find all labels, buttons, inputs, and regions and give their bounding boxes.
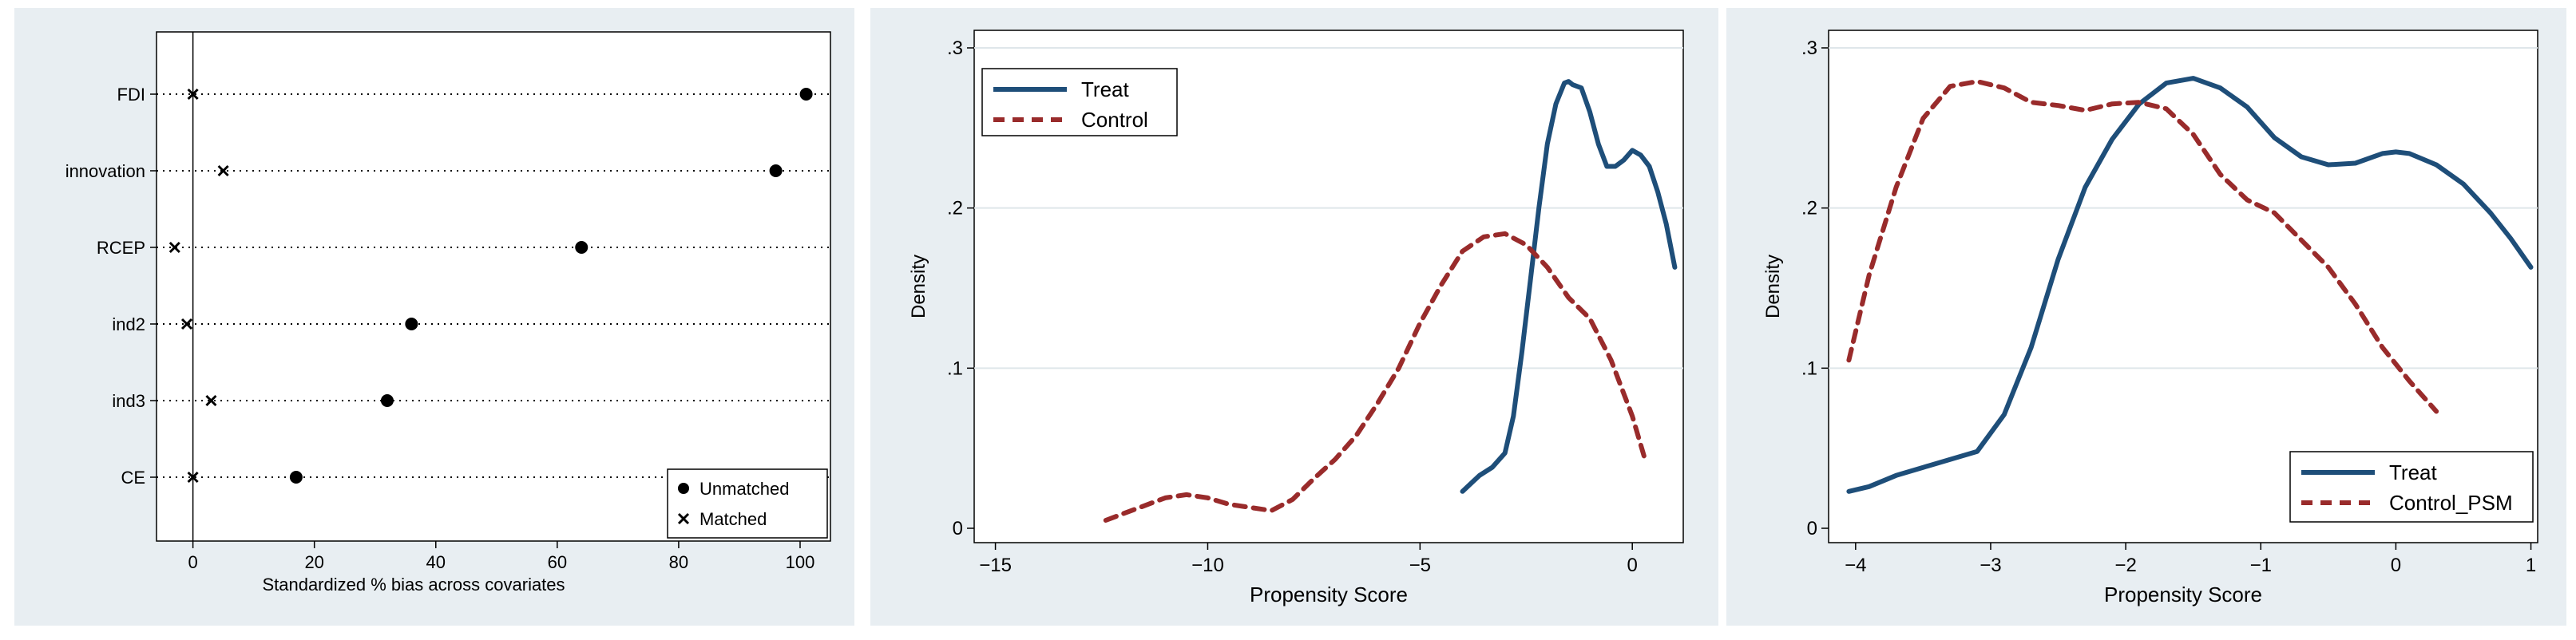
panel-bias-plot: FDI innovation RCEP ind2 ind3 CE 0 20 40 60 80 100 S… — [14, 8, 854, 626]
unmatched-point — [799, 88, 813, 101]
x-axis-label: Propensity Score — [2104, 583, 2262, 606]
legend-label-unmatched: Unmatched — [699, 479, 790, 499]
y-tick-label: .3 — [1801, 38, 1817, 59]
legend-marker-unmatched — [678, 483, 689, 494]
y-tick-label: .2 — [947, 198, 963, 219]
legend-box — [981, 68, 1178, 136]
x-tick-label: −1 — [2250, 555, 2272, 576]
legend-label-control: Control_PSM — [2389, 491, 2513, 515]
x-tick-label: 100 — [786, 552, 815, 572]
y-tick-label: ind2 — [112, 314, 145, 334]
density-before-svg: 0 .1 .2 .3 −15 −10 −5 0 Propensity Score Density T… — [908, 30, 1684, 606]
matched-point — [205, 394, 217, 407]
x-tick-label: 0 — [2391, 555, 2401, 576]
x-tick-label: 0 — [188, 552, 197, 572]
y-tick-label: .2 — [1801, 198, 1817, 219]
y-tick-label: RCEP — [97, 238, 145, 258]
y-tick-label: ind3 — [112, 391, 145, 411]
y-axis-label: Density — [908, 255, 929, 318]
y-tick-label: .3 — [947, 38, 963, 59]
matched-point — [187, 471, 199, 484]
legend-box — [2289, 451, 2534, 523]
control-density-line — [1103, 231, 1648, 523]
control-density-line — [1846, 79, 2439, 414]
panel-density-before: 0 .1 .2 .3 −15 −10 −5 0 Propensity Score Density T… — [870, 8, 1718, 626]
legend-label-control: Control — [1081, 108, 1148, 132]
legend-label-treat: Treat — [2389, 460, 2437, 484]
x-tick-label: 40 — [426, 552, 446, 572]
x-tick-label: 60 — [548, 552, 567, 572]
x-tick-label: 1 — [2526, 555, 2536, 576]
legend-label-treat: Treat — [1081, 77, 1129, 101]
y-tick-label: FDI — [117, 85, 145, 105]
legend-label-matched: Matched — [699, 509, 767, 529]
x-tick-label: 80 — [669, 552, 688, 572]
unmatched-point — [405, 318, 418, 330]
matched-point — [180, 318, 193, 330]
matched-point — [187, 88, 199, 101]
unmatched-point — [575, 241, 589, 254]
x-tick-label: 0 — [1627, 555, 1638, 576]
x-tick-label: −3 — [1980, 555, 2001, 576]
matched-point — [217, 164, 229, 177]
x-axis-label: Standardized % bias across covariates — [262, 575, 565, 595]
y-tick-label: 0 — [1807, 518, 1817, 539]
plot-area — [156, 31, 831, 542]
matched-point — [168, 241, 180, 254]
y-tick-label: .1 — [947, 358, 963, 379]
x-tick-label: 20 — [304, 552, 323, 572]
panel-density-after: 0 .1 .2 .3 −4 −3 −2 −1 0 1 Propensity Score Density… — [1726, 8, 2566, 626]
legend-box — [667, 468, 828, 539]
y-tick-label: 0 — [953, 518, 963, 539]
y-axis-label: Density — [1762, 255, 1784, 318]
unmatched-point — [380, 394, 394, 407]
x-tick-label: −4 — [1845, 555, 1866, 576]
legend-marker-matched — [677, 512, 690, 525]
unmatched-point — [769, 164, 783, 177]
density-after-svg: 0 .1 .2 .3 −4 −3 −2 −1 0 1 Propensity Score Density… — [1762, 30, 2538, 606]
treat-density-line — [1460, 79, 1678, 494]
x-tick-label: −2 — [2114, 555, 2136, 576]
y-tick-label: innovation — [65, 161, 145, 181]
x-tick-label: −5 — [1409, 555, 1431, 576]
x-tick-label: −10 — [1191, 555, 1224, 576]
y-tick-label: CE — [121, 468, 145, 488]
y-tick-label: .1 — [1801, 358, 1817, 379]
treat-density-line — [1846, 76, 2534, 494]
x-tick-label: −15 — [979, 555, 1012, 576]
unmatched-point — [289, 471, 303, 484]
bias-plot-svg: FDI innovation RCEP ind2 ind3 CE 0 20 40 60 80 100 S… — [65, 31, 831, 595]
x-axis-label: Propensity Score — [1250, 583, 1408, 606]
